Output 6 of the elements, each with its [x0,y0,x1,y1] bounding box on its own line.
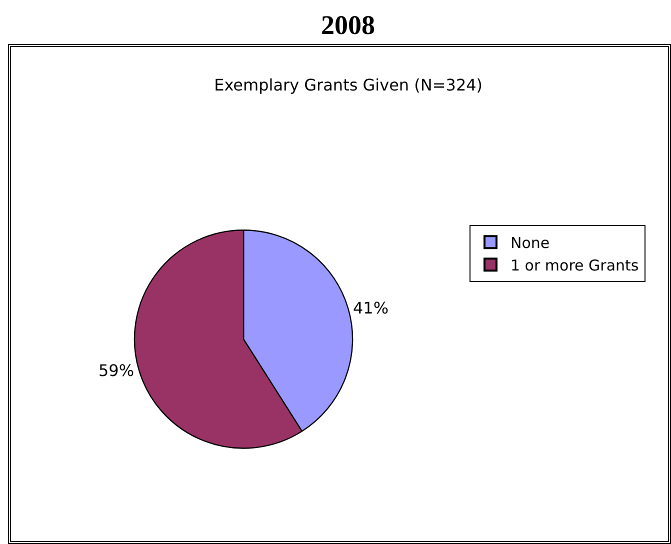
data-label: 41% [352,298,389,318]
legend-label: 1 or more Grants [510,256,639,274]
legend-label: None [510,234,550,252]
chart-title: 2008 [320,9,376,42]
data-label: 59% [98,360,134,380]
chart-subtitle: Exemplary Grants Given (N=324) [214,75,483,94]
